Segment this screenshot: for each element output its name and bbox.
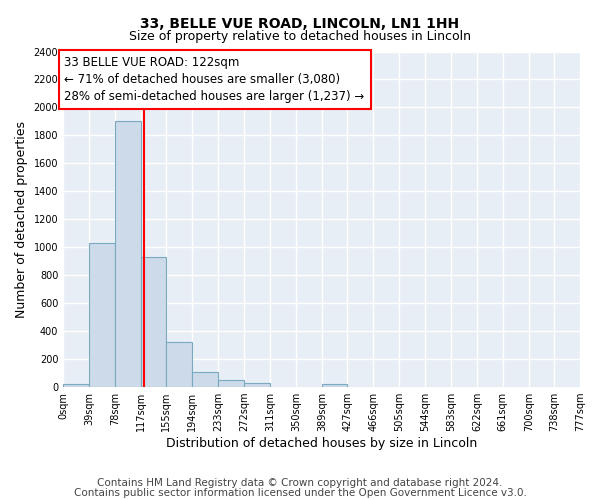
Bar — [218, 380, 244, 387]
X-axis label: Distribution of detached houses by size in Lincoln: Distribution of detached houses by size … — [166, 437, 477, 450]
Text: 33 BELLE VUE ROAD: 122sqm
← 71% of detached houses are smaller (3,080)
28% of se: 33 BELLE VUE ROAD: 122sqm ← 71% of detac… — [64, 56, 365, 102]
Text: Contains HM Land Registry data © Crown copyright and database right 2024.: Contains HM Land Registry data © Crown c… — [97, 478, 503, 488]
Bar — [166, 342, 192, 387]
Text: Contains public sector information licensed under the Open Government Licence v3: Contains public sector information licen… — [74, 488, 526, 498]
Bar — [115, 122, 141, 387]
Bar — [63, 384, 89, 387]
Bar — [192, 372, 218, 387]
Text: 33, BELLE VUE ROAD, LINCOLN, LN1 1HH: 33, BELLE VUE ROAD, LINCOLN, LN1 1HH — [140, 18, 460, 32]
Bar — [141, 257, 166, 387]
Bar — [244, 383, 270, 387]
Text: Size of property relative to detached houses in Lincoln: Size of property relative to detached ho… — [129, 30, 471, 43]
Bar — [89, 243, 115, 387]
Y-axis label: Number of detached properties: Number of detached properties — [15, 121, 28, 318]
Bar — [322, 384, 347, 387]
